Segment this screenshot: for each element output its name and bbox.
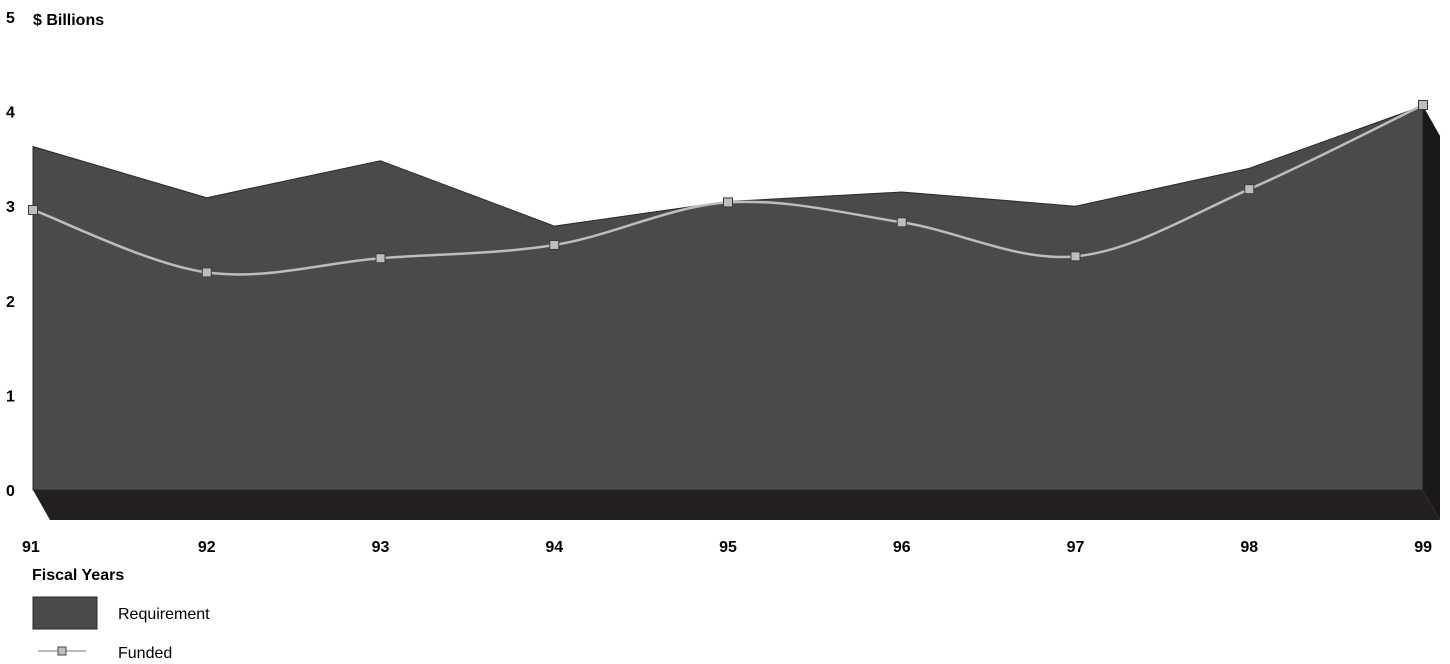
y-axis-label: $ Billions — [33, 12, 104, 29]
funded-marker-98 — [1244, 184, 1255, 195]
x-tick-97: 97 — [1067, 539, 1085, 556]
chart-floor — [33, 490, 1440, 520]
legend-item-funded: Funded — [38, 645, 172, 662]
legend-label-requirement: Requirement — [118, 606, 210, 623]
x-axis-label: Fiscal Years — [32, 567, 124, 584]
y-tick-5: 5 — [6, 10, 15, 27]
x-tick-99: 99 — [1414, 539, 1432, 556]
y-tick-0: 0 — [6, 483, 15, 500]
funded-marker-92 — [201, 267, 212, 278]
legend-label-funded: Funded — [118, 645, 172, 662]
floor-shape — [33, 490, 1440, 520]
y-tick-4: 4 — [6, 105, 15, 122]
legend-marker-funded — [57, 646, 67, 656]
x-tick-94: 94 — [545, 539, 563, 556]
x-axis-ticks: 91 92 93 94 95 96 97 98 99 — [22, 539, 1432, 556]
x-tick-96: 96 — [893, 539, 911, 556]
y-tick-2: 2 — [6, 294, 15, 311]
chart-side-wall — [1423, 105, 1440, 520]
x-tick-92: 92 — [198, 539, 216, 556]
legend-item-requirement: Requirement — [32, 596, 210, 630]
requirement-area — [32, 105, 1424, 491]
y-tick-1: 1 — [6, 388, 15, 405]
funded-marker-96 — [896, 217, 907, 228]
funded-markers — [28, 99, 1428, 278]
x-tick-98: 98 — [1240, 539, 1258, 556]
legend: Requirement Funded — [32, 596, 210, 662]
side-wall-shape — [1423, 105, 1440, 520]
y-tick-3: 3 — [6, 199, 15, 216]
y-axis-ticks: 0 1 2 3 4 5 — [6, 10, 15, 500]
funded-marker-97 — [1070, 251, 1081, 262]
requirement-area-group — [32, 105, 1424, 491]
funded-marker-95 — [723, 197, 733, 208]
x-tick-93: 93 — [372, 539, 390, 556]
legend-swatch-requirement — [32, 596, 98, 630]
x-tick-95: 95 — [719, 539, 737, 556]
funded-marker-91 — [28, 204, 38, 215]
funded-marker-99 — [1418, 99, 1428, 110]
x-tick-91: 91 — [22, 539, 40, 556]
funded-marker-93 — [375, 253, 386, 264]
funded-marker-94 — [549, 239, 560, 250]
